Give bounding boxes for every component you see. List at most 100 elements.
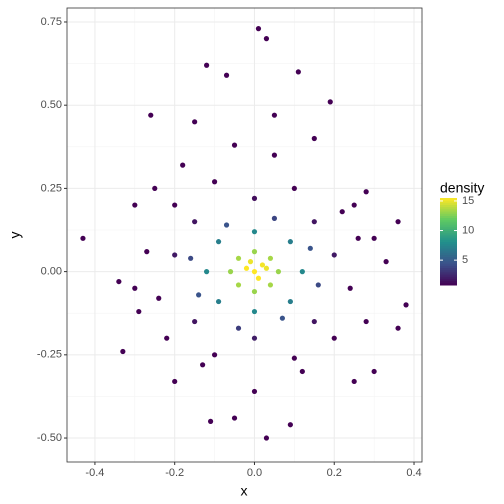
colorbar: 5 10 15 <box>440 195 474 286</box>
point <box>251 335 258 341</box>
points <box>80 26 409 441</box>
point <box>255 26 262 32</box>
point <box>196 292 202 298</box>
colorbar-label: 10 <box>462 224 474 236</box>
point <box>263 435 270 441</box>
point <box>271 215 278 221</box>
legend-title: density <box>440 180 484 196</box>
x-tick-label: 0.0 <box>247 467 262 479</box>
panel <box>67 8 422 462</box>
point <box>148 112 154 118</box>
point <box>204 62 210 68</box>
colorbar-label: 5 <box>462 254 468 266</box>
colorbar-segment <box>440 250 457 253</box>
colorbar-segment <box>440 269 457 273</box>
point <box>188 255 194 261</box>
point <box>307 245 313 251</box>
point <box>267 255 274 261</box>
point <box>259 262 266 268</box>
y-tick-label: 0.00 <box>41 266 62 278</box>
y-tick-label: -0.50 <box>37 432 62 444</box>
point <box>180 162 186 168</box>
colorbar-segment <box>440 254 457 258</box>
point <box>327 99 333 105</box>
point <box>331 252 337 258</box>
point <box>243 265 250 271</box>
colorbar-segment <box>440 208 457 212</box>
point <box>311 318 317 325</box>
colorbar-segment <box>440 263 457 266</box>
point <box>251 195 258 201</box>
x-tick-label: -0.2 <box>165 467 184 479</box>
point <box>351 202 357 208</box>
colorbar-segment <box>440 206 457 210</box>
colorbar-segment <box>440 258 457 262</box>
point <box>395 219 401 225</box>
point <box>164 335 170 341</box>
point <box>215 239 222 245</box>
point <box>223 222 230 228</box>
point <box>192 119 198 125</box>
point <box>279 315 285 321</box>
point <box>120 348 126 355</box>
grid <box>67 8 422 462</box>
point <box>152 185 158 192</box>
x-tick-label: 0.4 <box>406 467 421 479</box>
colorbar-segment <box>440 198 457 201</box>
colorbar-segment <box>440 241 457 245</box>
y-axis-title: y <box>7 232 23 239</box>
point <box>227 269 234 275</box>
point <box>235 325 242 331</box>
colorbar-segment <box>440 248 457 251</box>
point <box>235 255 242 261</box>
point <box>251 249 258 255</box>
point <box>363 318 369 325</box>
point <box>132 285 138 291</box>
point <box>271 112 278 118</box>
point <box>172 252 178 258</box>
colorbar-segment <box>440 224 457 227</box>
point <box>395 325 401 331</box>
point <box>136 308 142 315</box>
point <box>211 352 218 358</box>
colorbar-segment <box>440 221 457 225</box>
colorbar-segment <box>440 228 457 232</box>
x-tick-label: -0.4 <box>85 467 104 479</box>
point <box>231 142 238 148</box>
point <box>235 282 242 288</box>
point <box>355 235 361 241</box>
point <box>263 36 270 42</box>
point <box>351 378 357 385</box>
point <box>383 259 389 265</box>
point <box>251 229 258 235</box>
point <box>255 275 262 281</box>
point <box>172 378 178 385</box>
colorbar-segment <box>440 282 457 286</box>
point <box>247 259 254 265</box>
point <box>339 209 345 215</box>
point <box>331 335 337 341</box>
point <box>156 295 162 301</box>
colorbar-segment <box>440 211 457 214</box>
colorbar-segment <box>440 261 457 264</box>
point <box>347 285 353 291</box>
point <box>311 219 317 225</box>
colorbar-segment <box>440 267 457 271</box>
point <box>251 308 258 315</box>
colorbar-segment <box>440 245 457 249</box>
colorbar-segment <box>440 239 457 242</box>
colorbar-segment <box>440 230 457 234</box>
colorbar-segment <box>440 234 457 238</box>
point <box>287 239 293 245</box>
point <box>403 302 409 308</box>
point <box>192 219 198 225</box>
point <box>251 269 258 275</box>
point <box>132 202 138 208</box>
point <box>291 185 297 192</box>
colorbar-segment <box>440 219 457 223</box>
colorbar-segment <box>440 232 457 236</box>
point <box>116 278 122 285</box>
point <box>251 388 258 395</box>
point <box>80 235 86 241</box>
